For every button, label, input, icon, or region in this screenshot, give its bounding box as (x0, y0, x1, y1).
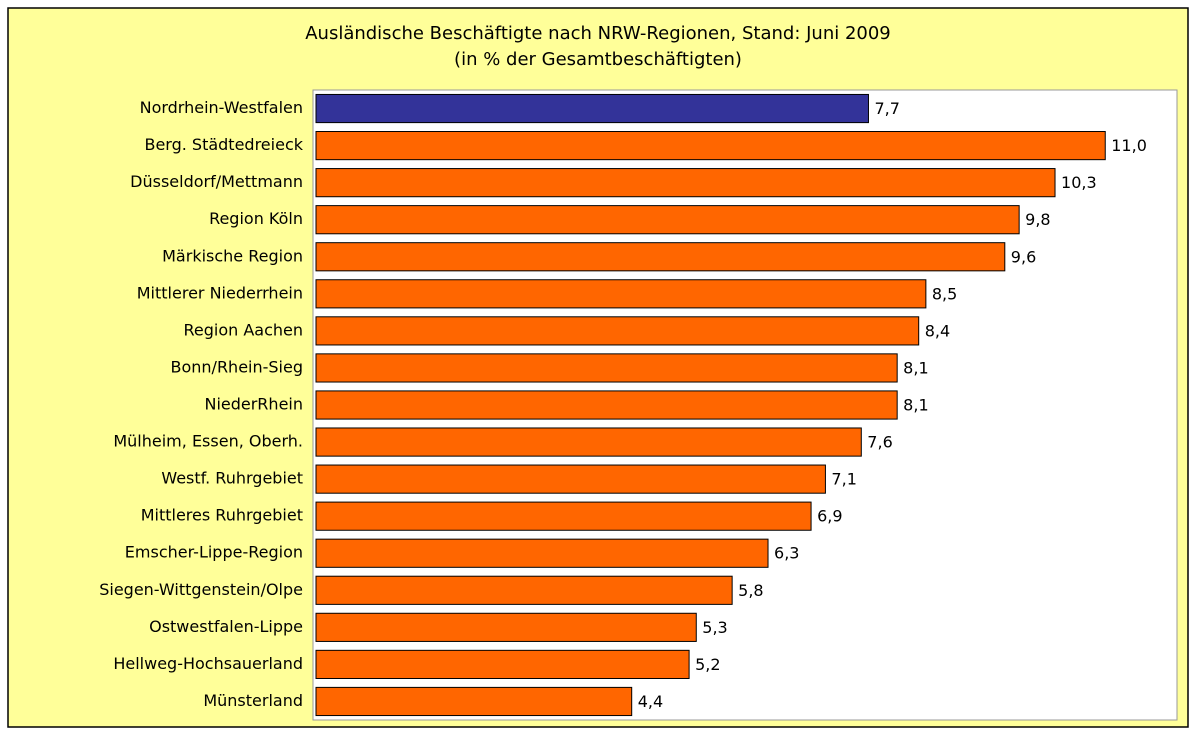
y-tick-label: Hellweg-Hochsauerland (113, 654, 303, 673)
bar (315, 131, 1106, 161)
value-label: 7,6 (867, 433, 892, 452)
y-tick-label: Siegen-Wittgenstein/Olpe (99, 580, 303, 599)
y-tick-label: Bonn/Rhein-Sieg (171, 357, 304, 376)
bar (315, 93, 869, 124)
value-label: 8,1 (903, 358, 928, 377)
bar (315, 575, 733, 605)
y-tick-label: Mittlerer Niederrhein (137, 283, 303, 302)
chart-subtitle: (in % der Gesamtbeschäftigten) (454, 49, 742, 70)
value-label: 5,8 (738, 581, 763, 600)
value-label: 8,1 (903, 396, 928, 415)
bar (315, 168, 1056, 198)
value-label: 6,3 (774, 544, 799, 563)
y-tick-label: NiederRhein (204, 395, 303, 414)
value-label: 8,5 (932, 284, 957, 303)
y-tick-label: Mülheim, Essen, Oberh. (113, 432, 303, 451)
bar (315, 464, 826, 494)
bar (315, 205, 1020, 235)
bar (315, 353, 898, 383)
value-label: 7,7 (874, 99, 899, 118)
bar (315, 279, 927, 309)
bar (315, 390, 898, 420)
value-label: 9,8 (1025, 210, 1050, 229)
value-label: 10,3 (1061, 173, 1097, 192)
y-tick-label: Region Köln (209, 209, 303, 228)
value-label: 8,4 (925, 321, 950, 340)
y-tick-label: Westf. Ruhrgebiet (161, 469, 303, 488)
bar (315, 316, 920, 346)
y-tick-label: Nordrhein-Westfalen (140, 98, 303, 117)
y-tick-label: Münsterland (203, 691, 303, 710)
bar (315, 501, 812, 531)
value-label: 5,3 (702, 618, 727, 637)
bar (315, 538, 769, 568)
y-tick-label: Mittleres Ruhrgebiet (141, 506, 303, 525)
chart-title: Ausländische Beschäftigte nach NRW-Regio… (305, 23, 891, 44)
value-label: 5,2 (695, 655, 720, 674)
bar (315, 612, 697, 642)
value-label: 11,0 (1111, 136, 1147, 155)
value-label: 4,4 (638, 692, 663, 711)
bar (315, 242, 1006, 272)
y-tick-label: Region Aachen (183, 320, 303, 339)
y-tick-label: Märkische Region (162, 246, 303, 265)
y-tick-label: Emscher-Lippe-Region (125, 543, 303, 562)
value-label: 6,9 (817, 507, 842, 526)
y-tick-label: Düsseldorf/Mettmann (130, 172, 303, 191)
bar (315, 686, 633, 717)
value-label: 9,6 (1011, 247, 1036, 266)
bar (315, 427, 862, 457)
bar (315, 649, 690, 679)
value-label: 7,1 (831, 470, 856, 489)
y-tick-label: Berg. Städtedreieck (144, 135, 303, 154)
y-tick-label: Ostwestfalen-Lippe (149, 617, 303, 636)
